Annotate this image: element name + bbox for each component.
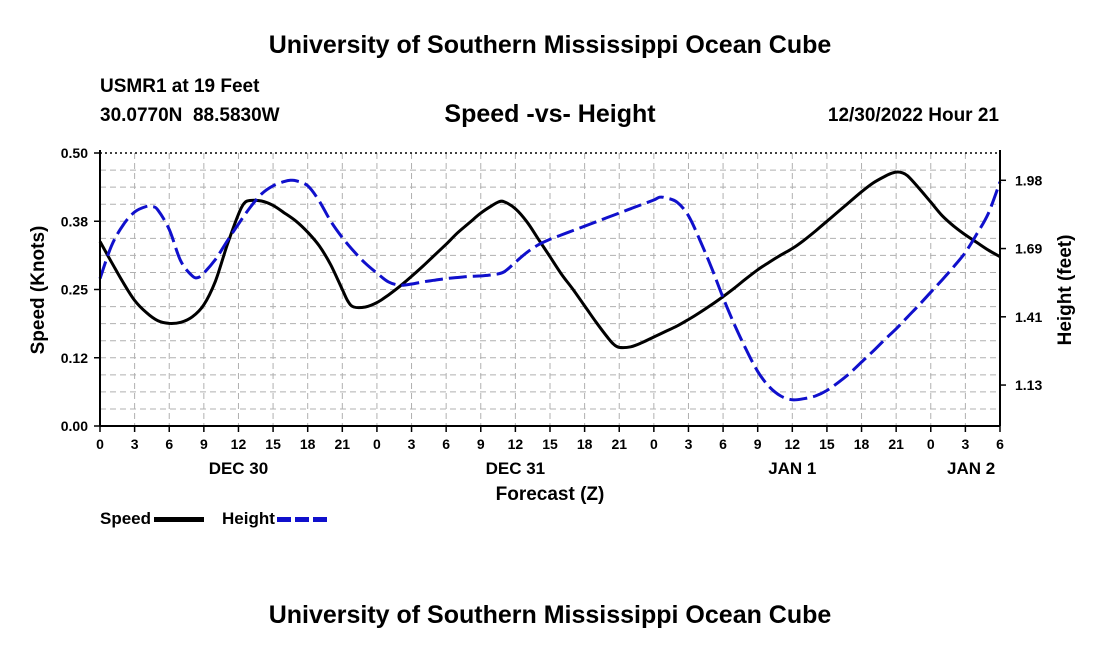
legend-height-label: Height	[222, 509, 275, 528]
x-tick-label: 21	[335, 436, 351, 452]
x-tick-label: 18	[300, 436, 316, 452]
y-tick-label-right: 1.13	[1015, 377, 1042, 393]
x-tick-label: 12	[231, 436, 247, 452]
x-tick-label: 3	[685, 436, 693, 452]
x-tick-label: 6	[442, 436, 450, 452]
y-tick-label-left: 0.12	[61, 350, 88, 366]
plot-title: Speed -vs- Height	[444, 100, 656, 128]
x-tick-label: 9	[200, 436, 208, 452]
x-date-label: JAN 2	[947, 459, 995, 478]
station-label: USMR1 at 19 Feet	[100, 76, 260, 97]
legend-height-swatch	[276, 516, 327, 522]
x-tick-label: 15	[542, 436, 558, 452]
x-date-label: DEC 31	[486, 459, 546, 478]
x-tick-label: 3	[961, 436, 969, 452]
series-line-speed	[98, 170, 1001, 350]
y-tick-label-left: 0.00	[61, 418, 88, 434]
x-tick-label: 3	[131, 436, 139, 452]
x-tick-label: 3	[408, 436, 416, 452]
forecast-timestamp: 12/30/2022 Hour 21	[827, 105, 999, 126]
footer-title: University of Southern Mississippi Ocean…	[268, 601, 832, 629]
x-date-label: JAN 1	[768, 459, 816, 478]
x-axis-title: Forecast (Z)	[496, 484, 605, 505]
x-tick-label: 6	[996, 436, 1004, 452]
x-tick-label: 21	[611, 436, 627, 452]
series-line-height	[98, 178, 1002, 402]
legend: Speed Height	[100, 509, 327, 529]
page-title: University of Southern Mississippi Ocean…	[268, 31, 832, 59]
x-tick-label: 0	[927, 436, 935, 452]
legend-speed-swatch	[154, 516, 205, 522]
x-tick-label: 15	[265, 436, 281, 452]
series-layer	[98, 170, 1002, 402]
x-tick-label: 9	[477, 436, 485, 452]
x-tick-label: 6	[719, 436, 727, 452]
grid-layer	[100, 153, 1000, 426]
x-tick-label: 0	[373, 436, 381, 452]
x-tick-label: 18	[854, 436, 870, 452]
x-tick-label: 9	[754, 436, 762, 452]
y-tick-label-right: 1.41	[1015, 309, 1042, 325]
x-tick-label: 15	[819, 436, 835, 452]
x-tick-label: 6	[165, 436, 173, 452]
x-tick-label: 12	[508, 436, 524, 452]
axis-layer: 0 3 6 9 12 15 18 21 0 3 6 9 12 15 18 21 0 3 6 9 12 15 18 21 0 3 6 D…	[61, 145, 1043, 478]
x-tick-label: 12	[785, 436, 801, 452]
x-tick-label: 21	[888, 436, 904, 452]
x-tick-label: 0	[650, 436, 658, 452]
y-tick-label-left: 0.38	[61, 213, 88, 229]
x-tick-label: 0	[96, 436, 104, 452]
x-date-label: DEC 30	[209, 459, 269, 478]
y-tick-label-right: 1.69	[1015, 241, 1042, 257]
y-axis-left-title: Speed (Knots)	[28, 226, 49, 355]
x-tick-label: 18	[577, 436, 593, 452]
y-axis-right-title: Height (feet)	[1055, 235, 1076, 346]
y-tick-label-right: 1.98	[1015, 172, 1042, 188]
y-tick-label-left: 0.25	[61, 282, 88, 298]
y-tick-label-left: 0.50	[61, 145, 88, 161]
station-coordinates: 30.0770N 88.5830W	[100, 105, 280, 126]
legend-speed-label: Speed	[100, 509, 152, 528]
